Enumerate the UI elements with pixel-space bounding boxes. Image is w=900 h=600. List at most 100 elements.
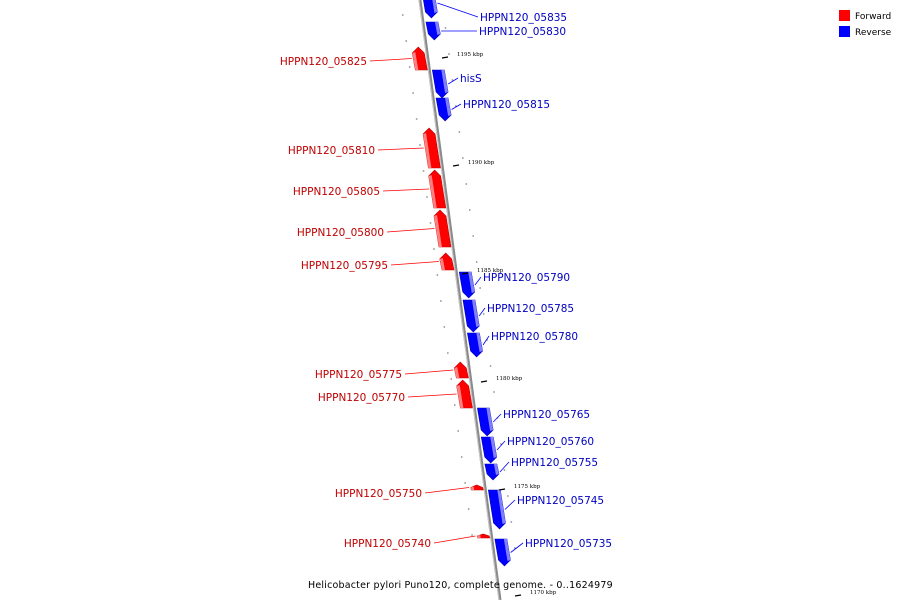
- gene-HPPN120_05795[interactable]: HPPN120_05795: [301, 252, 455, 272]
- gene-label[interactable]: HPPN120_05790: [483, 272, 570, 284]
- gene-HPPN120_05830[interactable]: HPPN120_05830: [425, 21, 566, 41]
- gene-label[interactable]: HPPN120_05740: [344, 538, 431, 550]
- gene-HPPN120_05740[interactable]: HPPN120_05740: [344, 533, 491, 550]
- gene-HPPN120_05755[interactable]: HPPN120_05755: [484, 457, 598, 481]
- gene-label[interactable]: HPPN120_05775: [315, 369, 402, 381]
- gene-label[interactable]: HPPN120_05800: [297, 227, 384, 239]
- gene-arrow-shade: [490, 437, 497, 458]
- gene-HPPN120_05770[interactable]: HPPN120_05770: [318, 379, 473, 409]
- gene-label[interactable]: HPPN120_05795: [301, 260, 388, 272]
- kbp-tick: [480, 380, 488, 383]
- gene-arrow-shade: [439, 258, 445, 270]
- kbp-tick: [514, 594, 522, 597]
- gene-connector: [433, 535, 476, 544]
- gene-arrow-shade: [472, 300, 480, 327]
- gene-label[interactable]: hisS: [460, 73, 482, 85]
- gene-arrow-shade: [412, 52, 419, 70]
- gene-connector: [474, 276, 482, 286]
- gene-HPPN120_05775[interactable]: HPPN120_05775: [315, 361, 469, 381]
- gene-label[interactable]: HPPN120_05810: [288, 145, 375, 157]
- gene-arrow-shade: [434, 22, 441, 35]
- gene-HPPN120_05835[interactable]: HPPN120_05835: [421, 0, 567, 24]
- kbp-marker: 1180 kbp: [480, 376, 523, 383]
- gene-label[interactable]: HPPN120_05735: [525, 538, 612, 550]
- gene-connector: [404, 369, 454, 375]
- gene-HPPN120_05760[interactable]: HPPN120_05760: [480, 436, 594, 464]
- gene-connector: [492, 413, 502, 423]
- gene-label[interactable]: HPPN120_05780: [491, 331, 578, 343]
- gene-HPPN120_05765[interactable]: HPPN120_05765: [477, 407, 590, 437]
- gene-features: HPPN120_05835 HPPN120_05830 HPPN120_05825h…: [280, 0, 612, 567]
- gene-HPPN120_05785[interactable]: HPPN120_05785: [462, 299, 574, 333]
- legend-forward-swatch: [839, 10, 850, 21]
- gene-arrow-shade: [476, 333, 483, 352]
- tick-marks: [402, 14, 516, 549]
- gene-label[interactable]: HPPN120_05750: [335, 488, 422, 500]
- gene-label[interactable]: HPPN120_05835: [480, 12, 567, 24]
- gene-label[interactable]: HPPN120_05745: [517, 495, 604, 507]
- gene-arrow-shade: [428, 175, 437, 208]
- gene-hisS[interactable]: hisS: [431, 69, 482, 99]
- kbp-label: 1190 kbp: [468, 160, 495, 166]
- kbp-marker: 1195 kbp: [441, 52, 484, 59]
- gene-connector: [447, 77, 459, 85]
- gene-label[interactable]: HPPN120_05785: [487, 303, 574, 315]
- gene-label[interactable]: HPPN120_05760: [507, 436, 594, 448]
- legend-reverse-label: Reverse: [855, 28, 892, 38]
- gene-label[interactable]: HPPN120_05755: [511, 457, 598, 469]
- kbp-label: 1195 kbp: [457, 52, 484, 58]
- gene-arrow-shade: [456, 385, 464, 408]
- gene-arrow-shade: [503, 539, 511, 561]
- kbp-marker: 1185 kbp: [461, 268, 504, 275]
- gene-label[interactable]: HPPN120_05815: [463, 99, 550, 111]
- gene-arrow-shade: [497, 490, 506, 524]
- gene-arrow-shade: [432, 0, 438, 13]
- gene-HPPN120_05805[interactable]: HPPN120_05805: [293, 169, 447, 209]
- gene-arrow-shade: [423, 133, 432, 168]
- gene-label[interactable]: HPPN120_05805: [293, 186, 380, 198]
- kbp-tick: [452, 164, 460, 167]
- kbp-label: 1175 kbp: [514, 484, 541, 490]
- gene-HPPN120_05825[interactable]: HPPN120_05825: [280, 46, 428, 71]
- gene-connector: [499, 461, 510, 473]
- gene-HPPN120_05745[interactable]: HPPN120_05745: [487, 489, 604, 530]
- gene-connector: [496, 440, 506, 451]
- gene-connector: [386, 228, 435, 233]
- gene-connector: [424, 487, 470, 494]
- kbp-label: 1185 kbp: [477, 268, 504, 274]
- kbp-marker: 1190 kbp: [452, 160, 495, 167]
- kbp-label: 1170 kbp: [530, 590, 557, 596]
- kbp-label: 1180 kbp: [496, 376, 523, 382]
- backbone-highlight: [418, 0, 500, 600]
- gene-label[interactable]: HPPN120_05770: [318, 392, 405, 404]
- kbp-marker: 1170 kbp: [514, 590, 557, 597]
- gene-HPPN120_05800[interactable]: HPPN120_05800: [297, 209, 452, 248]
- gene-arrow-shade: [468, 272, 475, 293]
- kbp-tick: [461, 272, 469, 275]
- gene-connector: [437, 2, 479, 18]
- gene-HPPN120_05780[interactable]: HPPN120_05780: [467, 331, 578, 358]
- gene-HPPN120_05750[interactable]: HPPN120_05750: [335, 484, 484, 500]
- gene-label[interactable]: HPPN120_05765: [503, 409, 590, 421]
- gene-arrow-shade: [470, 486, 475, 490]
- gene-arrow-shade: [493, 464, 499, 475]
- gene-connector: [510, 542, 524, 553]
- gene-connector: [369, 58, 412, 62]
- kbp-marker: 1175 kbp: [498, 484, 541, 491]
- gene-HPPN120_05810[interactable]: HPPN120_05810: [288, 127, 441, 169]
- gene-label[interactable]: HPPN120_05830: [479, 26, 566, 38]
- gene-connector: [382, 188, 430, 192]
- gene-HPPN120_05815[interactable]: HPPN120_05815: [435, 97, 550, 122]
- gene-HPPN120_05790[interactable]: HPPN120_05790: [458, 271, 570, 299]
- gene-label[interactable]: HPPN120_05825: [280, 56, 367, 68]
- gene-arrow-shade: [445, 98, 452, 116]
- gene-connector: [504, 499, 516, 510]
- backbone-line: [418, 0, 502, 600]
- kbp-tick: [441, 56, 449, 59]
- gene-arrow-shade: [434, 215, 442, 247]
- gene-connector: [478, 307, 486, 317]
- legend-reverse-swatch: [839, 26, 850, 37]
- gene-connector: [407, 393, 457, 398]
- gene-HPPN120_05735[interactable]: HPPN120_05735: [494, 538, 612, 567]
